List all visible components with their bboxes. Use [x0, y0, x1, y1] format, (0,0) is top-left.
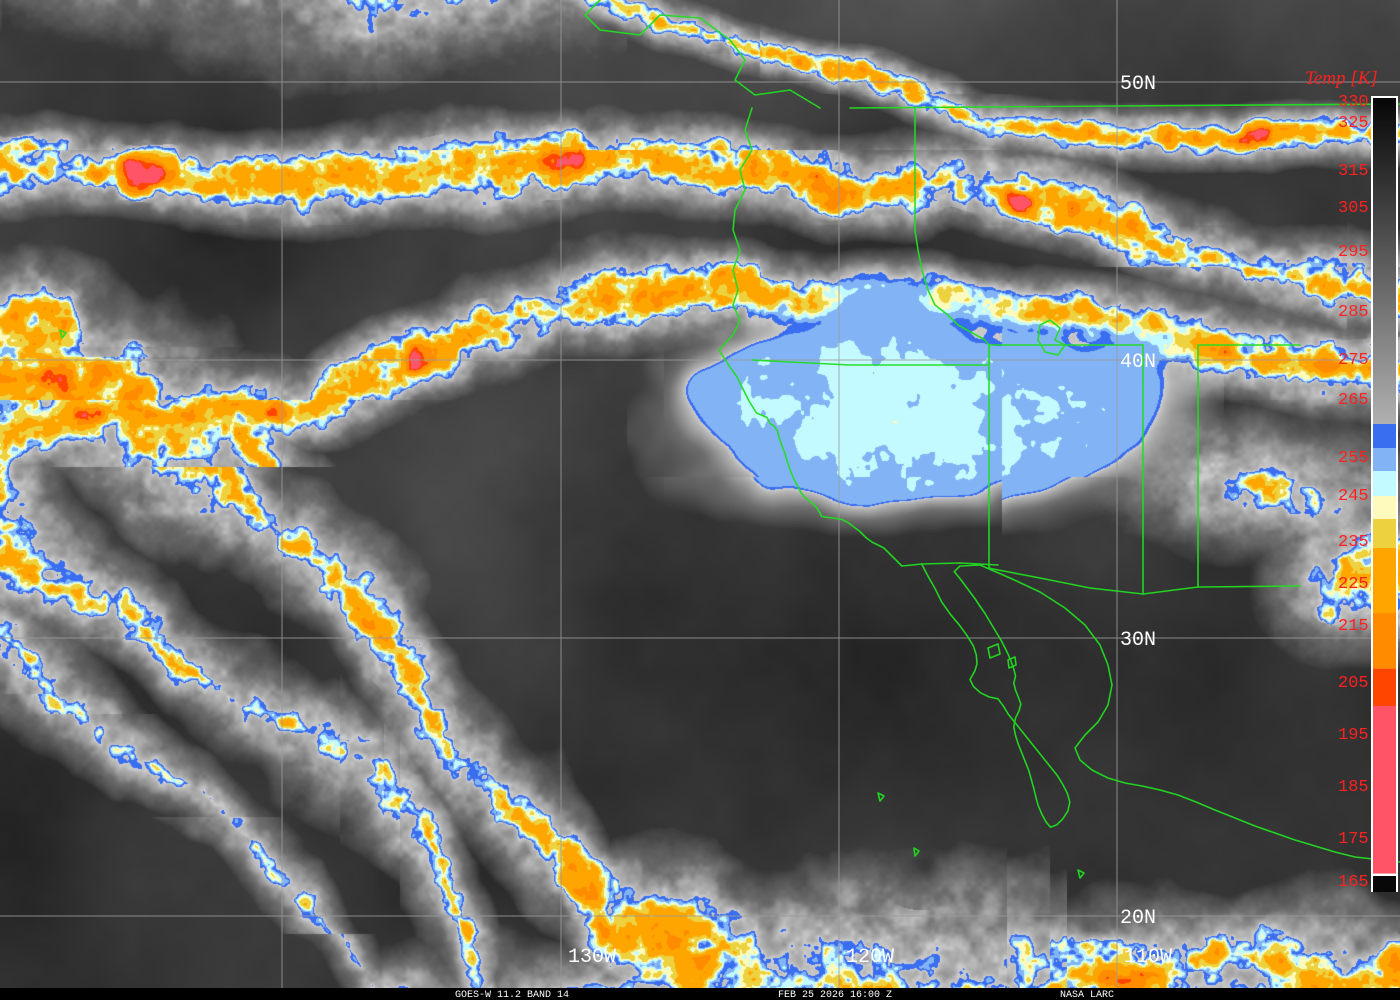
svg-text:325: 325 — [1338, 114, 1369, 133]
svg-text:265: 265 — [1338, 391, 1369, 410]
svg-text:225: 225 — [1338, 575, 1369, 594]
svg-text:165: 165 — [1338, 873, 1369, 892]
svg-text:255: 255 — [1338, 449, 1369, 468]
svg-text:205: 205 — [1338, 674, 1369, 693]
svg-text:FEB 25 2026 16:00 Z: FEB 25 2026 16:00 Z — [778, 990, 892, 1000]
svg-text:185: 185 — [1338, 778, 1369, 797]
svg-text:130W: 130W — [568, 946, 616, 969]
svg-text:330: 330 — [1338, 93, 1369, 112]
svg-text:GOES-W 11.2 BAND 14: GOES-W 11.2 BAND 14 — [455, 990, 569, 1000]
svg-text:30N: 30N — [1120, 629, 1156, 652]
svg-text:20N: 20N — [1120, 907, 1156, 930]
svg-text:195: 195 — [1338, 726, 1369, 745]
svg-text:40N: 40N — [1120, 351, 1156, 374]
svg-text:305: 305 — [1338, 199, 1369, 218]
svg-text:110W: 110W — [1124, 946, 1172, 969]
svg-text:295: 295 — [1338, 243, 1369, 262]
svg-text:315: 315 — [1338, 162, 1369, 181]
svg-text:120W: 120W — [846, 946, 894, 969]
svg-text:275: 275 — [1338, 351, 1369, 370]
svg-text:175: 175 — [1338, 830, 1369, 849]
svg-text:285: 285 — [1338, 303, 1369, 322]
svg-text:NASA LARC: NASA LARC — [1060, 990, 1114, 1000]
svg-text:50N: 50N — [1120, 73, 1156, 96]
svg-text:Temp [K]: Temp [K] — [1305, 68, 1378, 89]
svg-text:235: 235 — [1338, 533, 1369, 552]
svg-text:215: 215 — [1338, 617, 1369, 636]
svg-text:245: 245 — [1338, 487, 1369, 506]
